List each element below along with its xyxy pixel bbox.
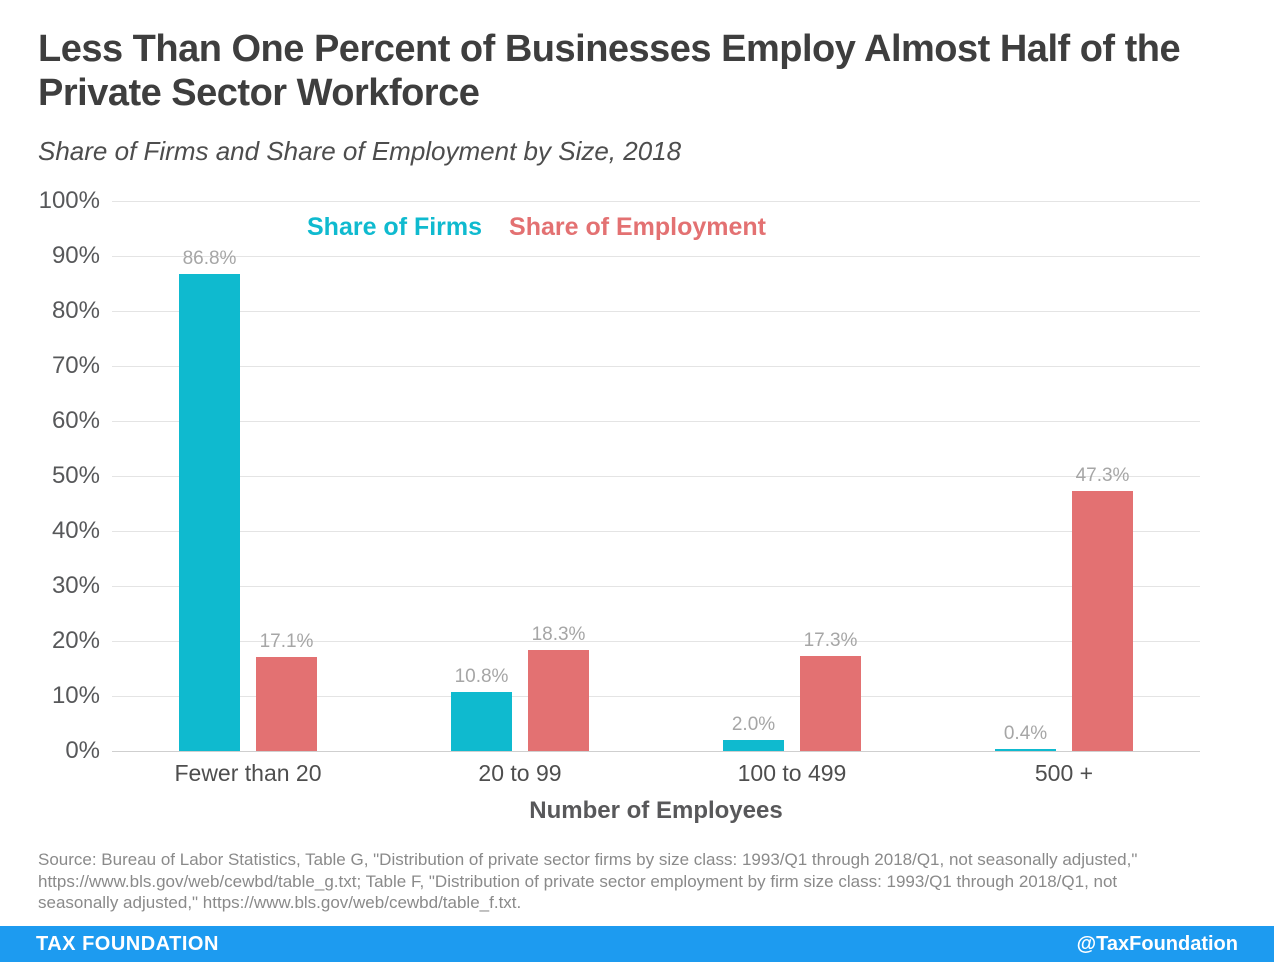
bar-value-label: 0.4% — [1003, 722, 1048, 744]
bar-value-label: 17.1% — [259, 630, 314, 652]
source-line-2: https://www.bls.gov/web/cewbd/table_g.tx… — [38, 871, 1118, 891]
y-tick-label-0: 0% — [65, 737, 100, 764]
bar-share-of-employment-1 — [256, 656, 317, 751]
y-tick-label-50: 50% — [51, 462, 100, 489]
y-tick-label-10: 10% — [51, 682, 100, 709]
gridline-50 — [112, 476, 1200, 477]
gridline-100 — [112, 201, 1200, 202]
legend-share-of-employment: Share of Employment — [509, 213, 767, 241]
chart-title-line-1: Less Than One Percent of Businesses Empl… — [38, 28, 1181, 70]
bar-value-label: 18.3% — [531, 624, 586, 646]
source-line-3: seasonally adjusted," https://www.bls.go… — [38, 893, 522, 912]
x-category-label-1: Fewer than 20 — [174, 760, 322, 786]
x-category-label-3: 100 to 499 — [737, 760, 847, 786]
y-tick-label-90: 90% — [51, 242, 100, 269]
legend-share-of-firms: Share of Firms — [307, 213, 483, 241]
y-tick-label-80: 80% — [51, 297, 100, 324]
gridline-60 — [112, 421, 1200, 422]
y-tick-label-20: 20% — [51, 627, 100, 654]
x-category-label-4: 500 + — [1034, 760, 1094, 786]
y-tick-label-60: 60% — [51, 407, 100, 434]
x-axis-title: Number of Employees — [529, 797, 783, 824]
gridline-20 — [112, 641, 1200, 642]
source-line-1: Source: Bureau of Labor Statistics, Tabl… — [38, 850, 1138, 869]
y-tick-label-30: 30% — [51, 572, 100, 599]
bar-share-of-firms-1 — [179, 273, 240, 751]
source-note: Source: Bureau of Labor Statistics, Tabl… — [38, 849, 1218, 914]
y-tick-label-70: 70% — [51, 352, 100, 379]
chart-title-line-2: Private Sector Workforce — [38, 72, 480, 114]
bar-value-label: 2.0% — [731, 714, 776, 735]
gridline-40 — [112, 531, 1200, 532]
gridline-0 — [112, 751, 1200, 752]
gridline-90 — [112, 256, 1200, 257]
gridline-80 — [112, 311, 1200, 312]
bar-share-of-employment-4 — [1072, 490, 1133, 751]
bar-value-label: 10.8% — [454, 665, 509, 687]
gridline-30 — [112, 586, 1200, 587]
footer-bar: TAX FOUNDATION @TaxFoundation — [0, 926, 1274, 962]
bar-value-label: 47.3% — [1075, 464, 1130, 486]
gridline-10 — [112, 696, 1200, 697]
y-tick-label-100: 100% — [38, 187, 100, 214]
bar-share-of-firms-4 — [995, 748, 1056, 751]
chart-title: Less Than One Percent of Businesses Empl… — [38, 27, 1218, 115]
bar-share-of-employment-3 — [800, 655, 861, 751]
gridline-70 — [112, 366, 1200, 367]
bar-value-label: 17.3% — [803, 629, 858, 651]
footer-brand: TAX FOUNDATION — [36, 932, 219, 955]
y-tick-label-40: 40% — [51, 517, 100, 544]
footer-twitter-handle: @TaxFoundation — [1076, 932, 1238, 955]
bar-share-of-firms-2 — [451, 691, 512, 751]
chart-legend: Share of Firms Share of Employment — [307, 213, 766, 242]
x-category-label-2: 20 to 99 — [478, 760, 562, 786]
chart-subtitle: Share of Firms and Share of Employment b… — [38, 136, 682, 166]
bar-share-of-firms-3 — [723, 740, 784, 751]
bar-value-label: 86.8% — [182, 247, 237, 269]
bar-share-of-employment-2 — [528, 650, 589, 751]
